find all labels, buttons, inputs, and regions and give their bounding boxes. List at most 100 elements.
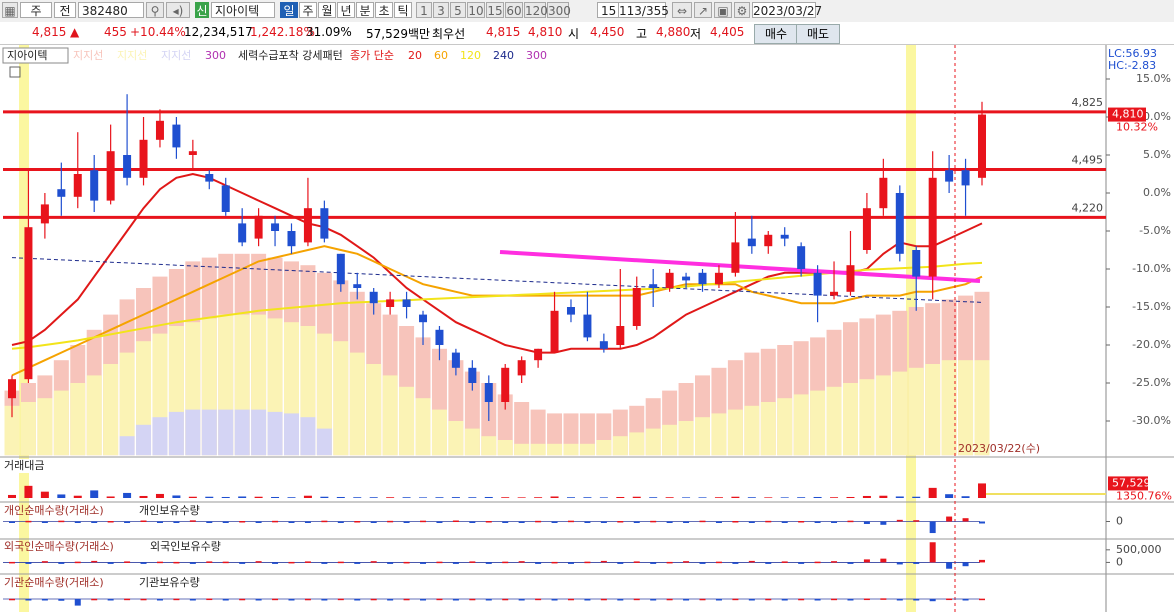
flow-bar xyxy=(370,521,377,523)
sound-button[interactable]: ◂) xyxy=(166,2,190,18)
legend-ma: 60 xyxy=(434,49,448,62)
flow-bar xyxy=(798,562,805,564)
minute-button[interactable]: 1 xyxy=(416,2,432,18)
flow-bar xyxy=(9,598,15,601)
flow-bar xyxy=(189,599,196,601)
panel-title: 외국인순매수량(거래소) xyxy=(4,540,114,553)
band-bar xyxy=(415,398,431,456)
band-bar xyxy=(974,360,990,456)
candle-body xyxy=(172,124,181,148)
flow-bar xyxy=(206,598,213,601)
flow-bar xyxy=(847,599,854,601)
market-select[interactable]: 주 xyxy=(20,2,52,18)
flow-bar xyxy=(41,599,48,601)
code-input[interactable]: 382480 xyxy=(78,2,144,18)
flow-bar xyxy=(452,599,459,601)
search-button[interactable]: ⚲ xyxy=(146,2,164,18)
flow-bar xyxy=(831,598,838,601)
band-bar xyxy=(119,352,135,456)
sell-button[interactable]: 매도 xyxy=(796,24,840,44)
open-label: 시 xyxy=(568,27,580,41)
period-button[interactable]: 년 xyxy=(337,2,355,18)
chart-icon[interactable]: ▦ xyxy=(2,2,18,18)
volume-bar xyxy=(8,494,16,498)
flow-bar xyxy=(699,520,706,523)
period-button[interactable]: 주 xyxy=(299,2,317,18)
period-button[interactable]: 분 xyxy=(356,2,374,18)
flow-bar xyxy=(913,599,920,601)
y-tick-label: 500,000 xyxy=(1116,543,1162,556)
stock-name: 지아이텍 xyxy=(211,2,275,18)
candle-body xyxy=(8,379,16,399)
minute-button[interactable]: 120 xyxy=(524,2,548,18)
settings-icon[interactable]: ⚙ xyxy=(734,2,750,18)
flow-bar xyxy=(173,598,180,601)
flow-bar xyxy=(140,520,147,523)
flow-bar xyxy=(798,521,805,523)
minute-button[interactable]: 5 xyxy=(450,2,466,18)
band-bar xyxy=(464,428,480,456)
price-line-label: 4,220 xyxy=(1072,201,1104,214)
candle-body xyxy=(813,272,822,296)
candle-body xyxy=(961,170,970,186)
period-button[interactable]: 틱 xyxy=(394,2,412,18)
date-input[interactable]: 2023/03/27 xyxy=(752,2,823,18)
candle-body xyxy=(24,227,33,380)
volume-tag xyxy=(1108,476,1148,491)
flow-bar xyxy=(403,561,410,564)
flow-bar xyxy=(798,598,805,601)
minute-button[interactable]: 300 xyxy=(547,2,571,18)
period-button[interactable]: 월 xyxy=(318,2,336,18)
volume-bar xyxy=(945,494,954,498)
volume-bar xyxy=(238,496,247,498)
flow-bar xyxy=(518,561,525,563)
grid-icon xyxy=(9,66,21,78)
flow-bar xyxy=(91,598,98,601)
minute-button[interactable]: 3 xyxy=(433,2,449,18)
candle-body xyxy=(303,208,312,243)
minute-button[interactable]: 10 xyxy=(467,2,485,18)
flow-bar xyxy=(354,599,361,601)
flow-bar xyxy=(255,521,262,523)
quote-bar: 4,815 ▲ 455 +10.44% 12,234,517 1,242.18%… xyxy=(0,22,1174,45)
candle-body xyxy=(649,284,658,288)
flow-bar xyxy=(469,561,476,563)
tool-icon[interactable]: ⇔ xyxy=(672,2,692,18)
candle-body xyxy=(501,367,510,402)
flow-bar xyxy=(962,562,969,567)
save-icon[interactable]: ▣ xyxy=(714,2,732,18)
tool-icon[interactable]: ↗ xyxy=(694,2,712,18)
flow-bar xyxy=(156,521,163,523)
volume-bar xyxy=(550,496,559,498)
band-bar xyxy=(4,405,20,456)
minute-button[interactable]: 15 xyxy=(486,2,504,18)
volume-bar xyxy=(895,496,904,498)
band-bar xyxy=(645,428,661,456)
band-bar xyxy=(349,352,365,456)
flow-bar xyxy=(337,561,344,564)
flow-bar xyxy=(535,520,542,523)
period-button[interactable]: 일 xyxy=(280,2,298,18)
flow-bar xyxy=(913,520,920,522)
flow-bar xyxy=(140,562,147,564)
volume-bar xyxy=(24,485,33,498)
flow-bar xyxy=(189,562,196,564)
change: 455 xyxy=(104,25,127,39)
minute-button[interactable]: 60 xyxy=(505,2,523,18)
period-button[interactable]: 초 xyxy=(375,2,393,18)
price: 4,815 xyxy=(32,25,67,39)
axis-area xyxy=(1106,45,1174,612)
low: 4,405 xyxy=(710,25,745,39)
volume-bar xyxy=(928,487,937,498)
flow-bar xyxy=(156,599,163,601)
volume-bar xyxy=(73,495,82,498)
range-select[interactable]: 전 xyxy=(54,2,76,18)
flow-bar xyxy=(502,598,509,601)
flow-bar xyxy=(748,599,755,601)
flow-bar xyxy=(880,598,887,600)
flow-bar xyxy=(107,599,114,601)
flow-bar xyxy=(272,520,279,523)
flow-bar xyxy=(748,521,755,523)
flow-bar xyxy=(173,521,180,523)
flow-bar xyxy=(58,520,65,523)
